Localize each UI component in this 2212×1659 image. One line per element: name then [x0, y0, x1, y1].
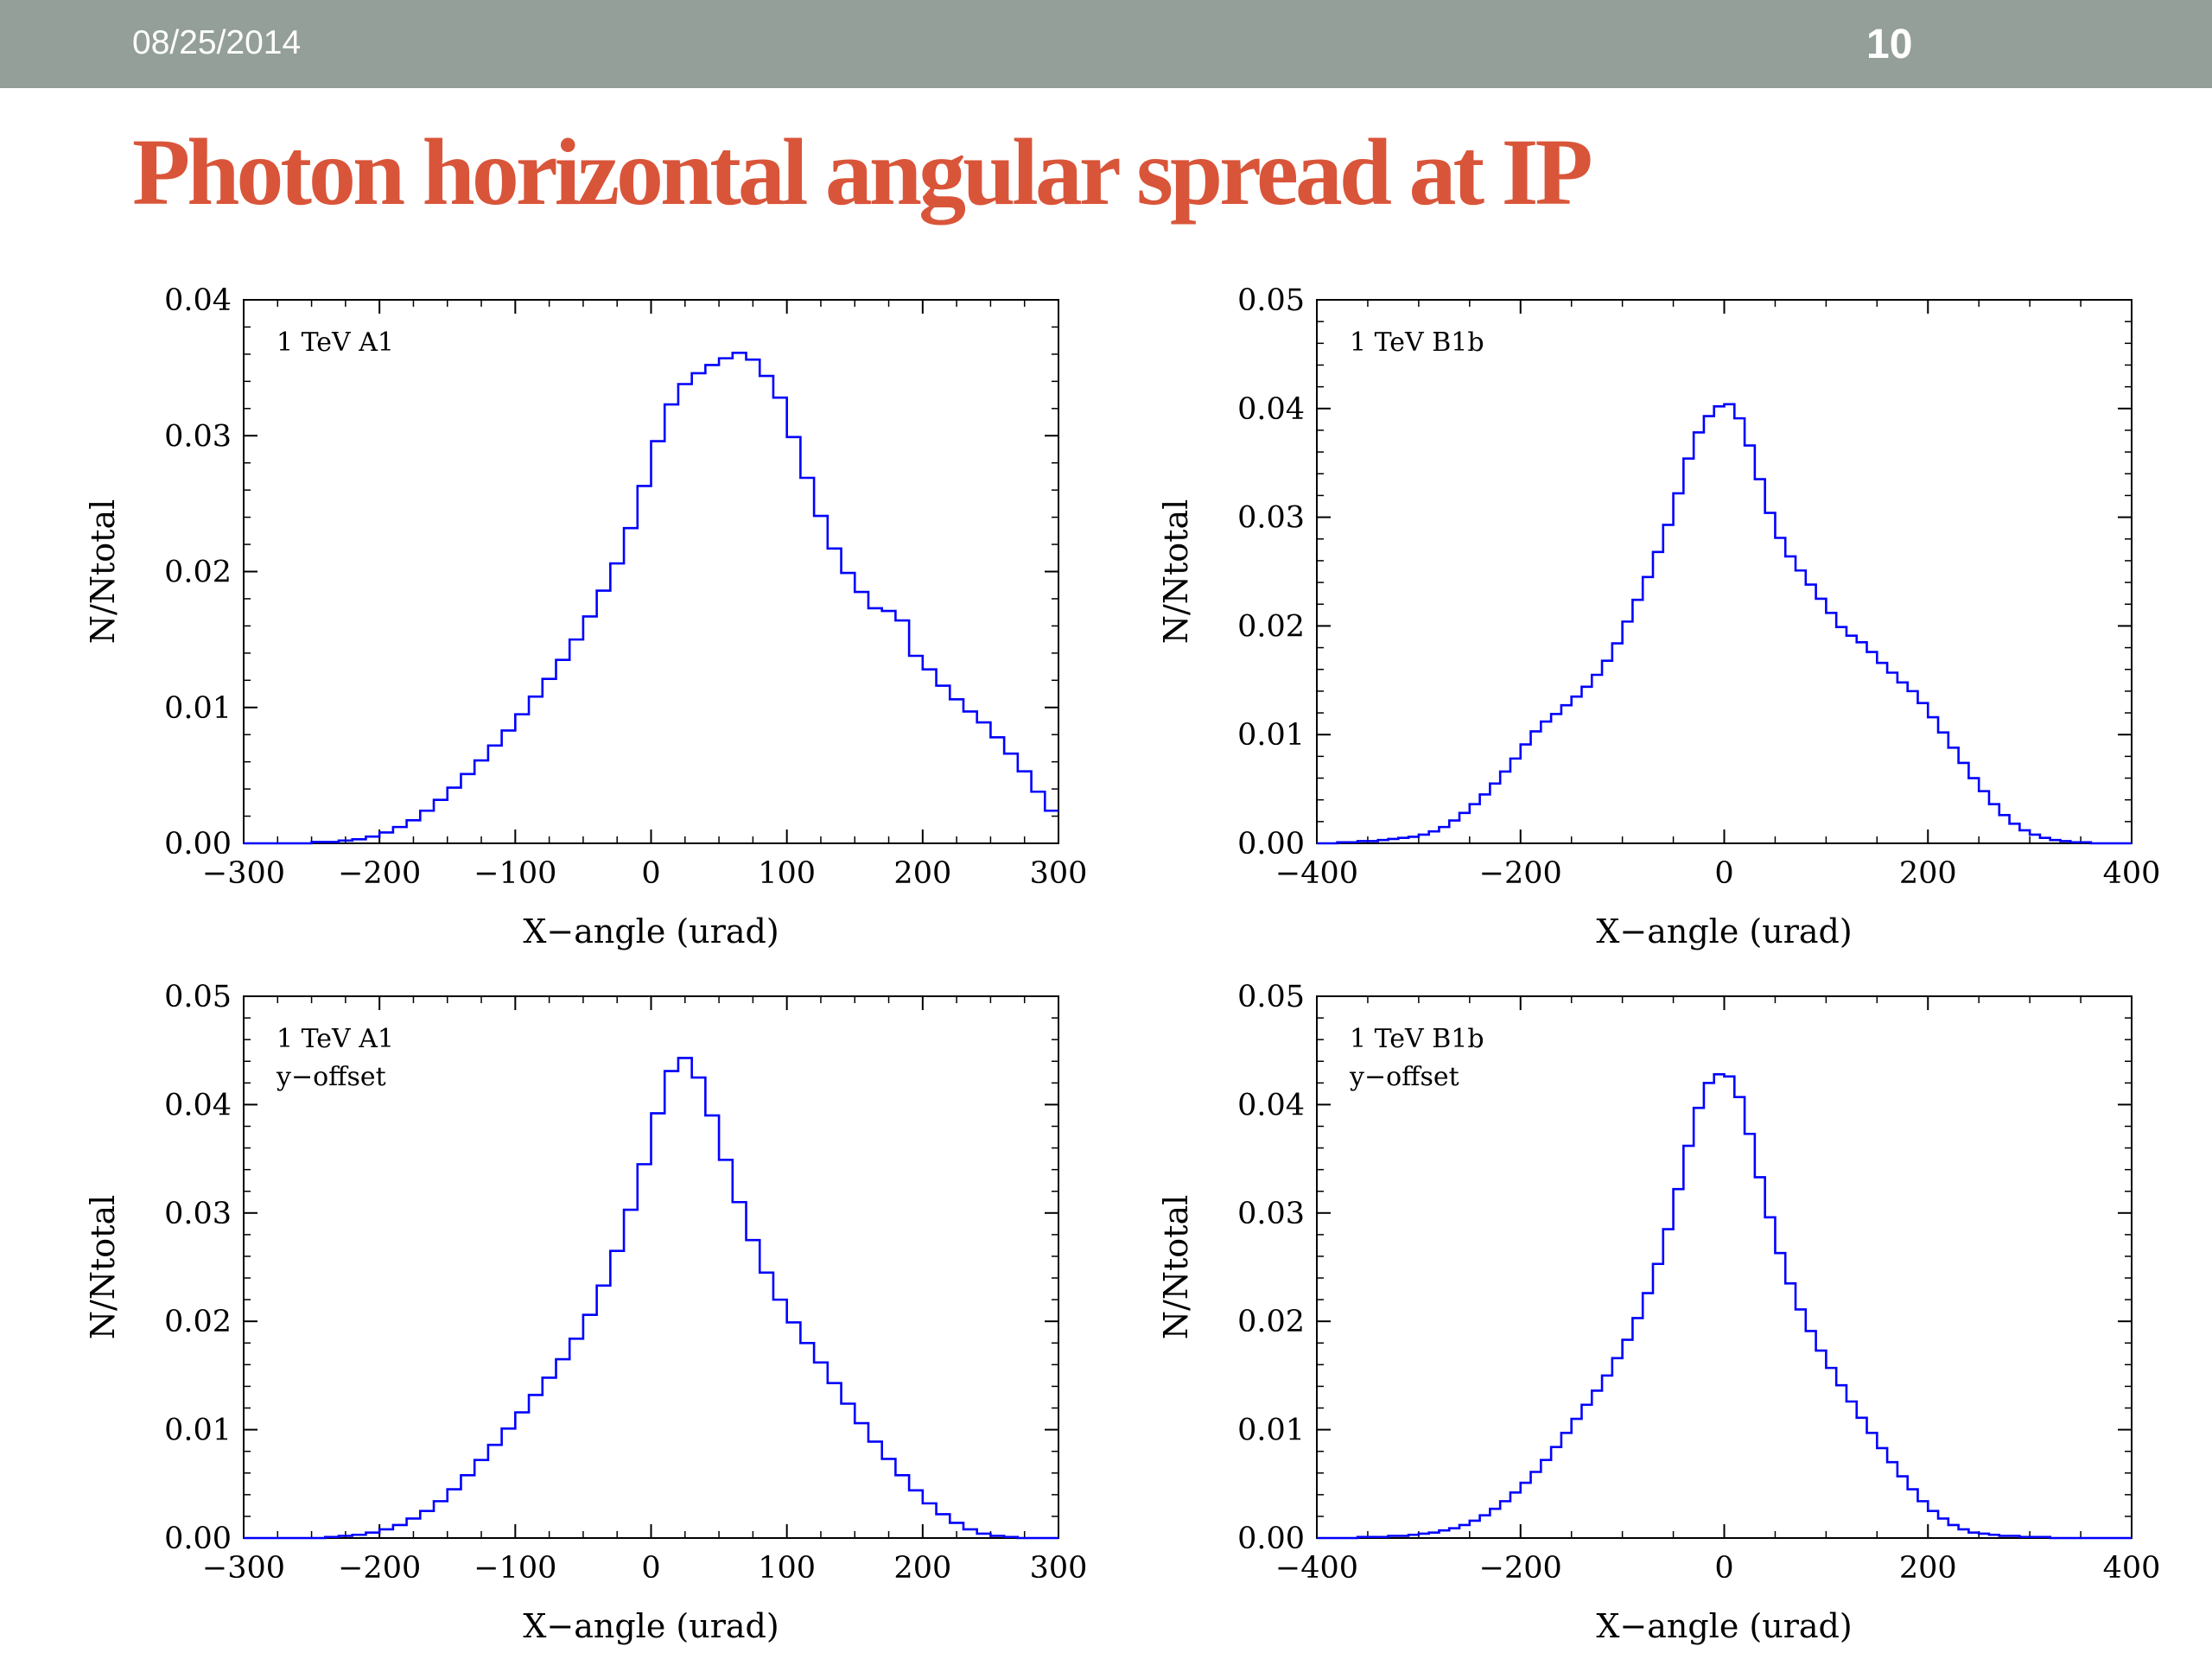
x-tick-label: 0 — [641, 1551, 660, 1586]
y-tick-label: 0.03 — [164, 419, 232, 454]
x-tick-label: −200 — [338, 856, 421, 891]
y-tick-label: 0.04 — [164, 283, 232, 318]
x-tick-label: −400 — [1275, 1551, 1358, 1586]
panel-label: 1 TeV B1b — [1350, 1024, 1484, 1054]
y-tick-label: 0.01 — [1237, 718, 1305, 753]
panel-label: 1 TeV B1b — [1350, 327, 1484, 358]
y-tick-label: 0.00 — [164, 827, 232, 861]
histogram-series-line — [244, 352, 1058, 845]
x-tick-label: 400 — [2103, 856, 2161, 891]
plot-frame — [243, 299, 1059, 844]
y-tick-label: 0.00 — [1237, 1522, 1305, 1556]
histogram-panel-b1b-yoffset: −400 −200 0 200 400 0.00 0.01 0.02 0.03 0.04 0.05 X… — [1157, 980, 2160, 1645]
y-tick-label: 0.03 — [1237, 1197, 1305, 1231]
x-tick-label: −100 — [474, 856, 556, 891]
x-tick-label: 300 — [1030, 1551, 1088, 1586]
histogram-panel-a1: −300 −200 −100 0 100 200 300 0.00 0.01 0.02 0.03 0.… — [84, 283, 1087, 950]
y-tick-label: 0.03 — [1237, 501, 1305, 536]
histogram-panel-b1b: −400 −200 0 200 400 0.00 0.01 0.02 0.03 0.04 0.05 X… — [1157, 283, 2160, 950]
histogram-panel-a1-yoffset: −300 −200 −100 0 100 200 300 0.00 0.01 0.02 0.03 0.… — [84, 980, 1087, 1645]
y-axis-label: N/Ntotal — [84, 1195, 122, 1340]
x-tick-label: −200 — [1479, 856, 1562, 891]
x-tick-label: 200 — [893, 1551, 951, 1586]
x-tick-label: 100 — [758, 1551, 816, 1586]
y-tick-label: 0.05 — [1237, 980, 1305, 1014]
histogram-series-line — [1317, 403, 2132, 845]
y-tick-label: 0.01 — [164, 691, 232, 726]
y-tick-label: 0.05 — [164, 980, 232, 1014]
x-tick-label: −200 — [338, 1551, 421, 1586]
x-tick-label: 200 — [1899, 1551, 1957, 1586]
y-tick-label: 0.03 — [164, 1197, 232, 1231]
x-tick-label: 0 — [1714, 1551, 1733, 1586]
x-tick-label: −300 — [202, 1551, 285, 1586]
histogram-series-line — [1317, 1072, 2132, 1540]
x-tick-label: 400 — [2103, 1551, 2161, 1586]
y-tick-label: 0.02 — [164, 1305, 232, 1339]
panel-label: 1 TeV A1 — [276, 327, 394, 358]
x-tick-label: −100 — [474, 1551, 556, 1586]
x-tick-label: 200 — [1899, 856, 1957, 891]
x-tick-label: −300 — [202, 856, 285, 891]
slide-title: Photon horizontal angular spread at IP — [132, 119, 1593, 225]
panel-label: y−offset — [276, 1062, 386, 1092]
y-tick-label: 0.00 — [1237, 827, 1305, 861]
y-tick-label: 0.00 — [164, 1522, 232, 1556]
panel-label: y−offset — [1349, 1062, 1459, 1092]
plot-frame — [1316, 299, 2133, 844]
y-tick-label: 0.02 — [1237, 1305, 1305, 1339]
x-tick-label: −200 — [1479, 1551, 1562, 1586]
slide-number: 10 — [1866, 22, 1913, 67]
x-tick-label: 200 — [893, 856, 951, 891]
y-tick-label: 0.01 — [1237, 1414, 1305, 1448]
y-tick-label: 0.02 — [1237, 609, 1305, 644]
x-axis-label: X−angle (urad) — [523, 912, 779, 950]
x-tick-label: −400 — [1275, 856, 1358, 891]
x-axis-label: X−angle (urad) — [523, 1607, 779, 1645]
x-tick-label: 0 — [1714, 856, 1733, 891]
y-tick-label: 0.04 — [164, 1088, 232, 1122]
y-tick-label: 0.05 — [1237, 283, 1305, 318]
y-axis-label: N/Ntotal — [1157, 1195, 1195, 1340]
y-tick-label: 0.04 — [1237, 392, 1305, 427]
histogram-series-line — [244, 1057, 1058, 1540]
y-tick-label: 0.01 — [164, 1414, 232, 1448]
x-axis-label: X−angle (urad) — [1596, 1607, 1852, 1645]
y-axis-label: N/Ntotal — [84, 499, 122, 645]
y-tick-label: 0.04 — [1237, 1088, 1305, 1122]
panel-label: 1 TeV A1 — [276, 1024, 394, 1054]
slide-header-bar — [0, 0, 2212, 88]
y-axis-label: N/Ntotal — [1157, 499, 1195, 645]
x-tick-label: 300 — [1030, 856, 1088, 891]
x-tick-label: 100 — [758, 856, 816, 891]
y-tick-label: 0.02 — [164, 556, 232, 590]
slide-date: 08/25/2014 — [132, 24, 302, 61]
x-axis-label: X−angle (urad) — [1596, 912, 1852, 950]
x-tick-label: 0 — [641, 856, 660, 891]
